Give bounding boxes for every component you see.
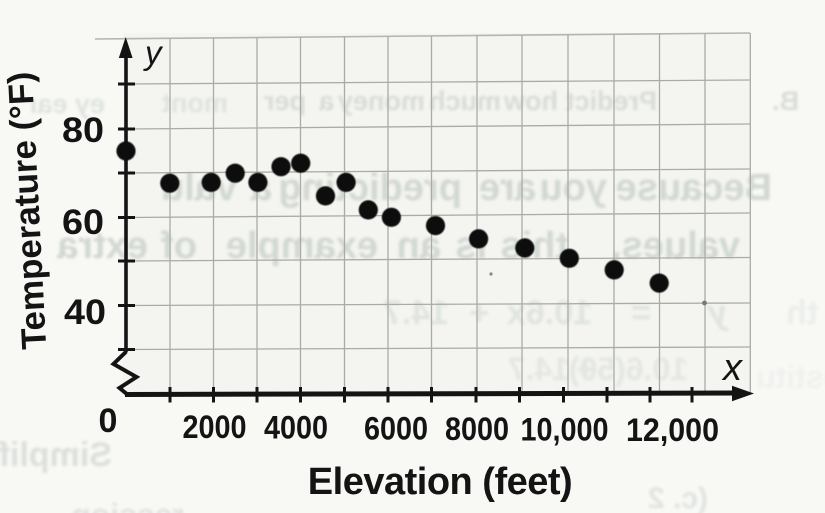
svg-text:Because: Because (616, 167, 772, 209)
svg-text:2000: 2000 (182, 410, 246, 446)
svg-text:10.6(50): 10.6(50) (569, 351, 688, 387)
svg-text:40: 40 (64, 292, 106, 331)
svg-text:ression: ression (71, 497, 185, 513)
svg-text:ey ear: ey ear (26, 89, 105, 119)
svg-text:Elevation (feet): Elevation (feet) (308, 461, 572, 503)
svg-text:=: = (631, 294, 651, 332)
svg-text:how: how (503, 86, 558, 116)
svg-text:6000: 6000 (364, 411, 428, 447)
svg-text:are: are (479, 167, 536, 209)
svg-text:y: y (143, 34, 164, 71)
svg-text:+: + (576, 351, 595, 387)
svg-text:Predict: Predict (565, 86, 657, 116)
svg-text:80: 80 (62, 110, 104, 149)
svg-text:per: per (263, 86, 306, 116)
svg-text:mont: mont (162, 88, 228, 118)
svg-text:8000: 8000 (445, 412, 509, 448)
svg-text:60: 60 (62, 202, 104, 241)
svg-text:you: you (539, 167, 607, 209)
svg-text:0: 0 (99, 402, 118, 440)
svg-text:10,000: 10,000 (520, 412, 608, 448)
svg-text:12,000: 12,000 (626, 412, 719, 448)
svg-text:+: + (469, 294, 489, 332)
svg-text:values,: values, (611, 225, 740, 267)
svg-text:x: x (721, 347, 744, 389)
svg-text:a: a (318, 86, 334, 116)
svg-text:Substitu: Substitu (756, 359, 825, 395)
svg-text:Simplify.: Simplify. (0, 436, 112, 474)
svg-text:14.7: 14.7 (383, 294, 449, 332)
svg-text:14.7: 14.7 (508, 351, 570, 387)
svg-text:much: much (429, 86, 501, 116)
svg-text:4000: 4000 (264, 410, 328, 446)
svg-text:Use th: Use th (786, 294, 825, 332)
svg-text:10.6x: 10.6x (507, 294, 592, 332)
svg-text:money: money (338, 86, 425, 116)
svg-text:y: y (706, 294, 729, 332)
svg-text:(c. 2: (c. 2 (648, 482, 708, 513)
svg-text:B.: B. (772, 86, 799, 116)
svg-text:this: this (500, 225, 568, 267)
